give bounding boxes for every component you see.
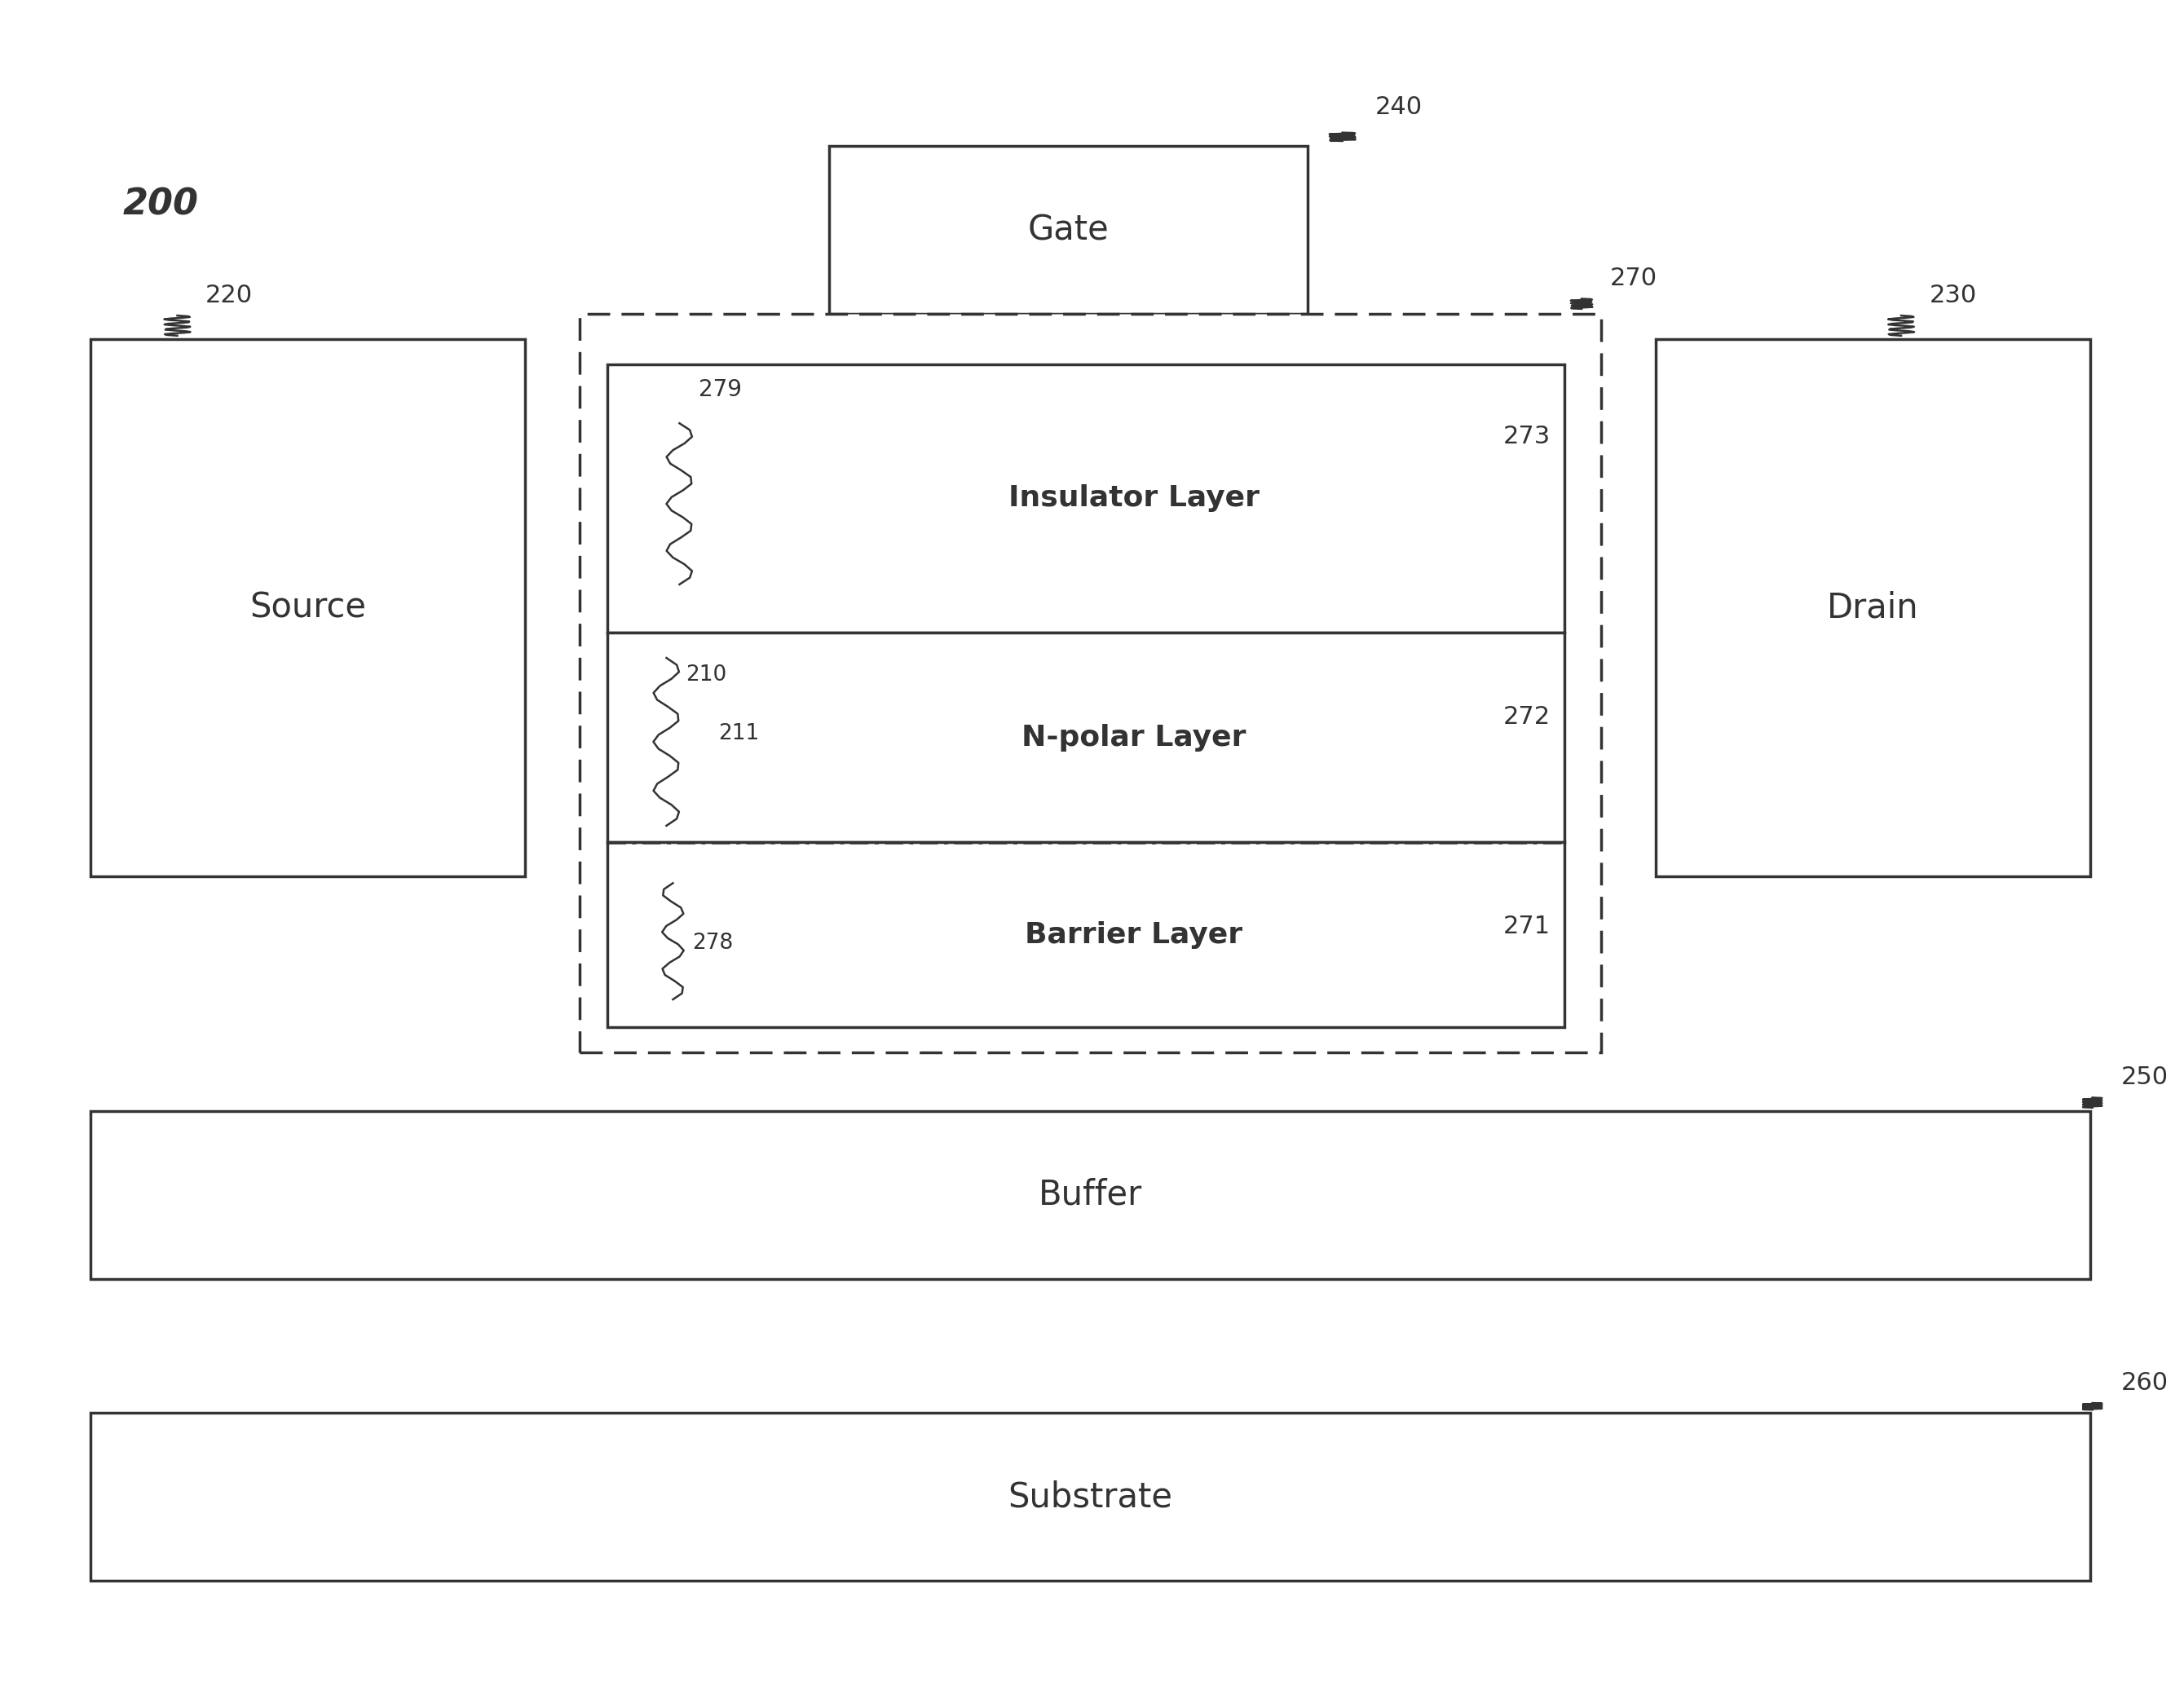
Text: Barrier Layer: Barrier Layer bbox=[1024, 922, 1243, 949]
Text: 240: 240 bbox=[1376, 96, 1422, 120]
Text: 200: 200 bbox=[122, 187, 199, 222]
Text: 260: 260 bbox=[2121, 1372, 2169, 1395]
Bar bbox=[579, 313, 1601, 1051]
Text: 271: 271 bbox=[1503, 915, 1551, 939]
Text: Substrate: Substrate bbox=[1009, 1479, 1173, 1515]
Text: 273: 273 bbox=[1503, 425, 1551, 448]
Text: 278: 278 bbox=[692, 932, 734, 954]
Text: Source: Source bbox=[249, 590, 367, 625]
Bar bbox=[90, 1110, 2090, 1279]
Bar bbox=[830, 147, 1308, 313]
Text: 270: 270 bbox=[1610, 266, 1658, 290]
Bar bbox=[90, 339, 524, 876]
Bar bbox=[607, 364, 1564, 634]
Text: Drain: Drain bbox=[1828, 590, 1920, 625]
Text: Buffer: Buffer bbox=[1037, 1178, 1142, 1212]
Bar bbox=[607, 842, 1564, 1028]
Text: N-polar Layer: N-polar Layer bbox=[1022, 725, 1247, 752]
Text: Insulator Layer: Insulator Layer bbox=[1009, 485, 1260, 512]
Text: 210: 210 bbox=[686, 664, 727, 686]
Bar bbox=[1655, 339, 2090, 876]
Text: 220: 220 bbox=[205, 283, 253, 307]
Text: 230: 230 bbox=[1928, 283, 1977, 307]
Bar bbox=[607, 634, 1564, 842]
Text: Gate: Gate bbox=[1029, 212, 1109, 248]
Text: 272: 272 bbox=[1503, 704, 1551, 728]
Bar bbox=[90, 1414, 2090, 1581]
Text: 250: 250 bbox=[2121, 1065, 2169, 1089]
Text: 279: 279 bbox=[699, 377, 743, 401]
Text: 211: 211 bbox=[719, 723, 760, 745]
